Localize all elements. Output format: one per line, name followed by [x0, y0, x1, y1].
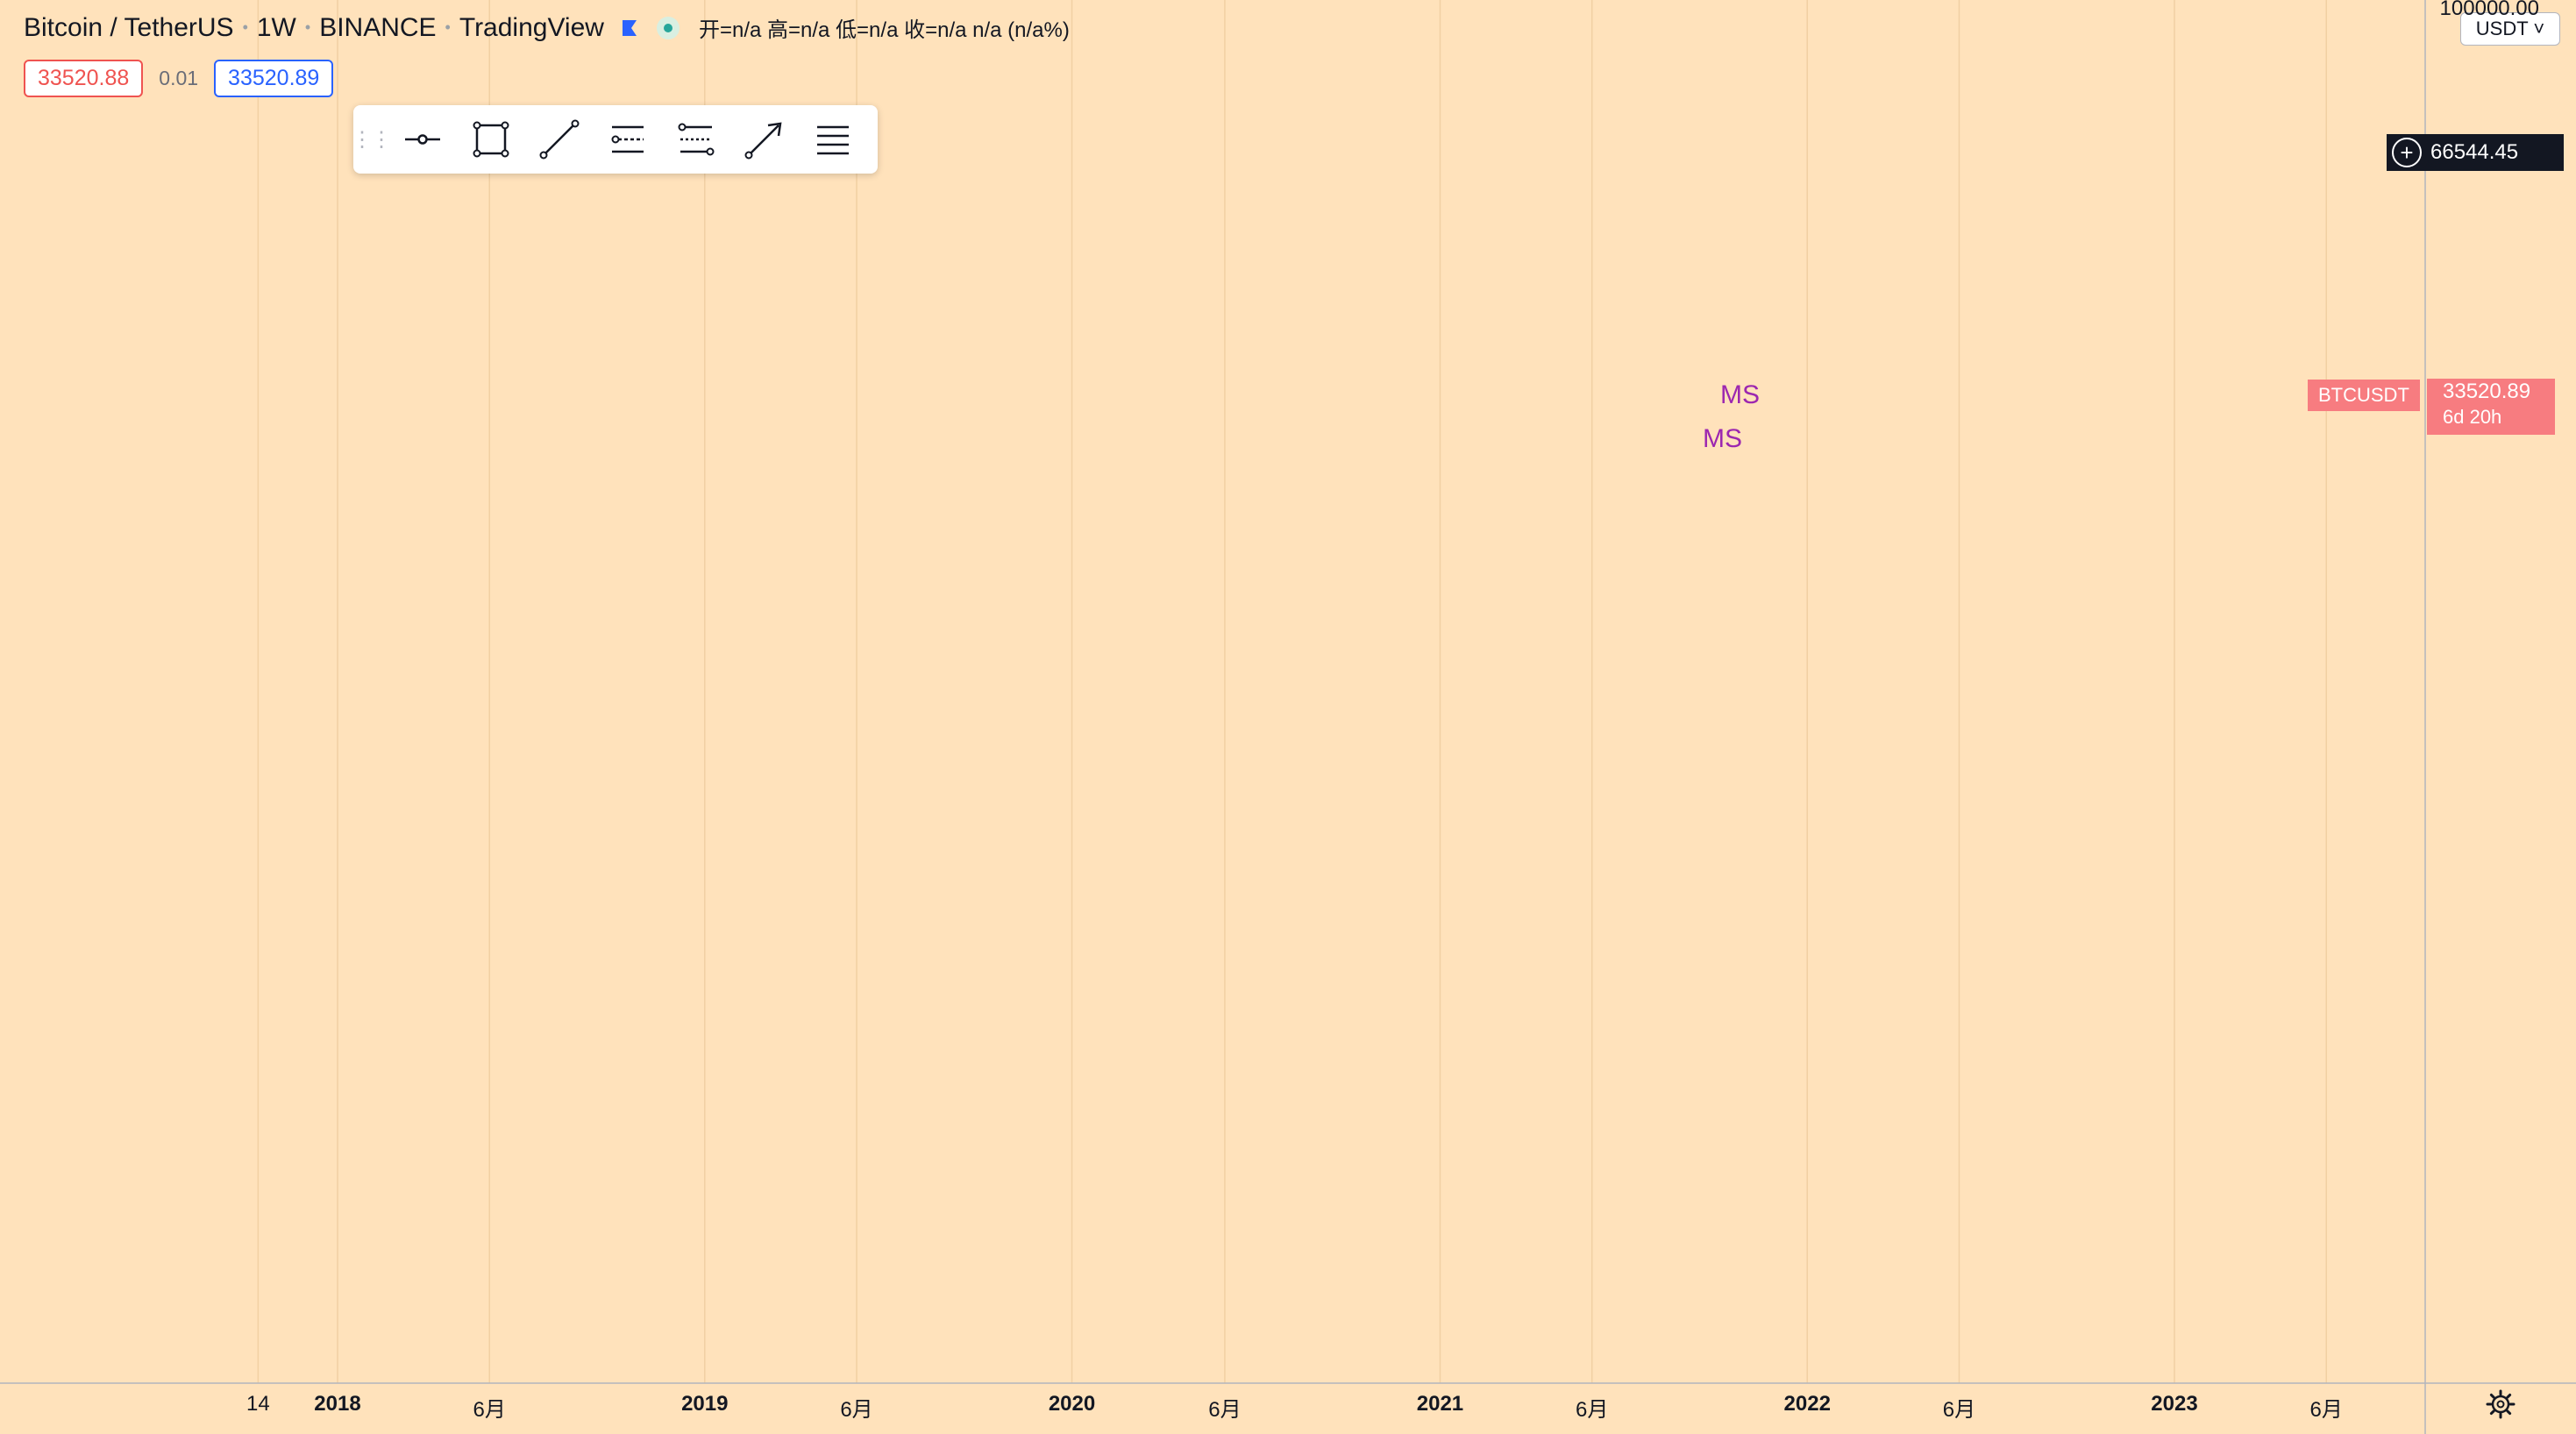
visibility-icon[interactable] — [656, 16, 680, 39]
time-axis-label: 2020 — [1048, 1392, 1096, 1416]
currency-selector[interactable]: USDT ˅ — [2460, 12, 2560, 46]
time-axis-label: 14 — [246, 1392, 270, 1416]
gear-icon[interactable] — [2485, 1388, 2516, 1420]
parallel-channel-tool[interactable] — [662, 105, 730, 174]
arrow-tool[interactable] — [730, 105, 799, 174]
symbol-price-tag: BTCUSDT — [2308, 380, 2420, 411]
bar-countdown: 6d 20h — [2443, 406, 2502, 428]
ms-label-upper: MS — [1720, 380, 1760, 409]
parallel-channel-icon — [678, 123, 715, 156]
time-axis-label: 2023 — [2151, 1392, 2198, 1416]
time-axis-label: 2019 — [681, 1392, 729, 1416]
spread-value: 0.01 — [159, 67, 199, 89]
rectangle-tool[interactable] — [457, 105, 525, 174]
arrow-icon — [744, 122, 782, 160]
price-axis-label: 100000.00 — [2439, 0, 2539, 20]
time-axis-label: 2021 — [1416, 1392, 1464, 1416]
separator-dot: • — [242, 18, 248, 36]
last-price: 33520.89 — [2443, 380, 2531, 403]
pitchfork-tool[interactable] — [799, 105, 867, 174]
ohlc-readout: 开=n/a 高=n/a 低=n/a 收=n/a n/a (n/a%) — [698, 18, 1070, 42]
separator-dot: • — [445, 18, 451, 36]
fib-retracement-tool[interactable] — [594, 105, 662, 174]
lines-icon — [817, 125, 849, 155]
interval-label[interactable]: 1W — [256, 12, 296, 42]
drawing-toolbar: ⋮⋮ — [352, 105, 878, 174]
last-price-tag: 33520.89 6d 20h — [2427, 379, 2555, 435]
exchange-label: BINANCE — [319, 12, 437, 42]
flag-icon[interactable] — [620, 18, 639, 38]
fib-retracement-icon — [611, 125, 644, 153]
time-axis-label: 6月 — [1942, 1398, 1976, 1422]
crosshair-price: 66544.45 — [2430, 140, 2519, 164]
buy-button[interactable]: 33520.89 — [214, 60, 334, 97]
drag-handle-icon[interactable]: ⋮⋮ — [352, 127, 392, 152]
time-axis-label: 6月 — [1576, 1398, 1609, 1422]
sell-button[interactable]: 33520.88 — [24, 60, 144, 97]
time-axis-label: 6月 — [473, 1398, 506, 1422]
trend-line-tool[interactable] — [525, 105, 594, 174]
horizontal-ray-tool[interactable] — [388, 105, 457, 174]
separator-dot: • — [304, 18, 311, 36]
time-axis-label: 6月 — [1208, 1398, 1242, 1422]
time-axis-label: 6月 — [2309, 1398, 2343, 1422]
trend-line-icon — [539, 119, 580, 160]
crosshair-price-tag: + 66544.45 — [2387, 134, 2564, 171]
add-alert-icon[interactable]: + — [2392, 138, 2422, 167]
symbol-name[interactable]: Bitcoin / TetherUS — [24, 12, 234, 42]
time-axis-label: 2018 — [314, 1392, 361, 1416]
ms-label-lower: MS — [1703, 424, 1742, 453]
time-axis-label: 2022 — [1783, 1392, 1831, 1416]
rectangle-icon — [473, 121, 509, 158]
trade-panel: 33520.88 0.01 33520.89 — [24, 60, 334, 97]
symbol-header: Bitcoin / TetherUS • 1W • BINANCE • Trad… — [24, 12, 1070, 43]
time-axis-label: 6月 — [840, 1398, 873, 1422]
horizontal-ray-icon — [405, 134, 440, 145]
source-label: TradingView — [459, 12, 604, 42]
